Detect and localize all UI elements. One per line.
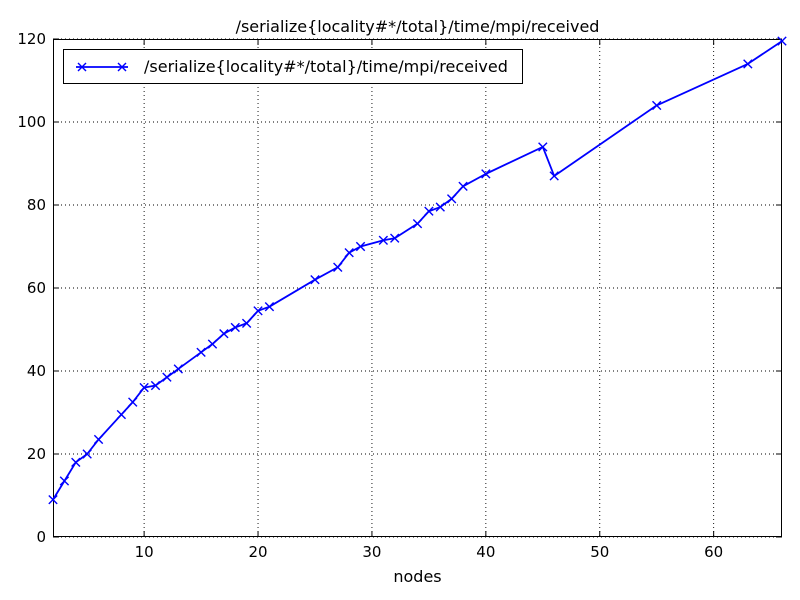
data-point-marker [48, 494, 58, 505]
data-point-marker [150, 380, 161, 391]
data-point-marker [777, 36, 787, 46]
chart-title: /serialize{locality#*/total}/time/mpi/re… [235, 17, 600, 36]
data-point-marker [162, 372, 172, 382]
y-tick-label: 120 [17, 30, 46, 48]
x-tick-label: 10 [135, 543, 154, 561]
data-point-marker [390, 233, 400, 243]
data-point-marker [219, 328, 229, 339]
x-tick-label: 30 [362, 543, 381, 561]
data-point-marker [355, 241, 366, 252]
data-point-marker [538, 142, 548, 152]
data-point-marker [412, 218, 423, 229]
data-point-marker [82, 449, 92, 459]
x-tick-label: 60 [704, 543, 723, 561]
data-point-marker [173, 364, 183, 374]
data-point-marker [71, 457, 81, 467]
legend: /serialize{locality#*/total}/time/mpi/re… [63, 49, 523, 84]
data-point-marker [446, 194, 457, 204]
data-point-marker [230, 322, 240, 333]
y-tick-label: 60 [27, 279, 46, 297]
data-point-marker [378, 235, 389, 245]
data-point-marker [264, 301, 275, 312]
legend-label: /serialize{locality#*/total}/time/mpi/re… [144, 57, 508, 76]
data-point-marker [344, 248, 354, 258]
data-line [52, 40, 783, 501]
data-point-marker [128, 397, 138, 407]
data-point-marker [424, 206, 434, 216]
data-point-marker [743, 59, 753, 69]
data-point-marker [333, 262, 343, 272]
data-point-marker [196, 347, 206, 358]
data-point-marker [310, 275, 320, 285]
data-point-marker [481, 169, 491, 179]
data-point-marker [652, 100, 662, 111]
x-axis-label: nodes [393, 567, 442, 586]
data-point-marker [207, 339, 218, 349]
legend-line-sample-icon [76, 62, 128, 71]
x-tick-label: 50 [590, 543, 609, 561]
data-point-marker [435, 202, 445, 212]
legend-sample-shape [77, 62, 87, 71]
data-point-marker [139, 382, 149, 393]
data-point-marker [116, 409, 127, 420]
x-tick-label: 20 [248, 543, 267, 561]
x-tick-label: 40 [476, 543, 495, 561]
y-tick-label: 0 [36, 528, 46, 546]
y-tick-label: 80 [27, 196, 46, 214]
data-point-marker [59, 476, 70, 486]
y-tick-label: 100 [17, 113, 46, 131]
data-point-marker [253, 306, 263, 316]
data-point-marker [93, 434, 104, 445]
y-tick-label: 40 [27, 362, 46, 380]
data-point-marker [549, 171, 559, 181]
y-tick-label: 20 [27, 445, 46, 463]
data-point-marker [241, 318, 252, 328]
data-point-marker [458, 181, 468, 192]
legend-sample-shape [117, 62, 127, 71]
